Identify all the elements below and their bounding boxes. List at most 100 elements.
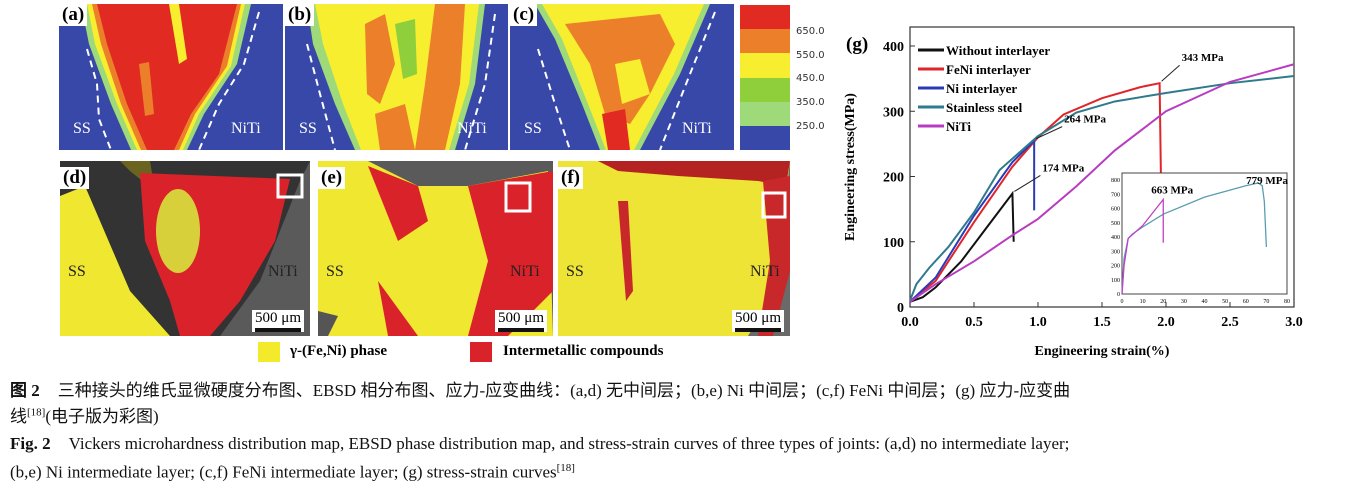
inset-y-tick-label: 0: [1117, 292, 1120, 298]
ss-label: SS: [326, 263, 344, 280]
scale-bar-label: 500 μm: [735, 310, 781, 326]
inset-y-tick-label: 100: [1111, 278, 1120, 284]
inset-x-tick-label: 10: [1140, 299, 1146, 305]
colorbar-band: [740, 77, 790, 102]
ebsd-map-d-image: [60, 161, 310, 336]
hardness-colorbar: [740, 5, 790, 151]
ebsd-map-f-image: [558, 161, 790, 336]
panel-label-b: (b): [285, 4, 315, 26]
inset-y-tick-label: 800: [1111, 178, 1120, 184]
inset-x-tick-label: 40: [1202, 299, 1208, 305]
inset-x-tick-label: 70: [1263, 299, 1269, 305]
x-tick-label: 1.5: [1093, 315, 1111, 330]
colorbar-tick: 550.0: [796, 50, 825, 61]
ss-label: SS: [68, 263, 86, 280]
phase-legend-swatch-gamma: [258, 342, 280, 362]
ebsd-map-e-image: [318, 161, 553, 336]
colorbar-tick: 650.0: [796, 26, 825, 37]
legend-entry: Ni interlayer: [946, 81, 1017, 96]
caption-reference: [18]: [27, 406, 46, 419]
scale-bar-label: 500 μm: [255, 310, 301, 326]
legend-entry: Without interlayer: [946, 43, 1050, 58]
annotation-label: 264 MPa: [1064, 114, 1106, 126]
caption-cn-line1: 图 2 三种接头的维氏显微硬度分布图、EBSD 相分布图、应力-应变曲线：(a,d…: [10, 376, 1070, 401]
panel-label-g: (g): [846, 34, 868, 55]
panel-label-f: (f): [558, 167, 583, 189]
phase-legend-gamma: γ-(Fe,Ni) phase: [290, 343, 388, 359]
inset-x-tick-label: 80: [1284, 299, 1290, 305]
y-tick-label: 300: [883, 105, 904, 120]
legend-entry: FeNi interlayer: [946, 62, 1031, 77]
colorbar-band: [740, 29, 790, 54]
caption-text: 三种接头的维氏显微硬度分布图、EBSD 相分布图、应力-应变曲线：(a,d) 无…: [57, 381, 1071, 400]
x-tick-label: 2.0: [1157, 315, 1175, 330]
annotation-arrow: [1161, 64, 1180, 82]
y-tick-label: 200: [883, 171, 904, 186]
scale-bar: 500 μm: [252, 310, 304, 332]
series-line-without-interlayer: [909, 190, 1015, 303]
scale-bar: 500 μm: [732, 310, 784, 332]
colorbar-band: [740, 101, 790, 126]
caption-en-line2: (b,e) Ni intermediate layer; (c,f) FeNi …: [10, 462, 575, 483]
hardness-map-b-image: [285, 4, 508, 151]
caption-cn-line2: 线[18](电子版为彩图): [10, 402, 159, 427]
niti-label: NiTi: [457, 120, 487, 137]
x-tick-label: 1.0: [1029, 315, 1047, 330]
y-axis-label: Engineering stress(MPa): [843, 93, 858, 241]
ss-label: SS: [566, 263, 584, 280]
caption-text: (b,e) Ni intermediate layer; (c,f) FeNi …: [10, 462, 557, 482]
inset-frame: [1121, 172, 1288, 295]
legend-entry: NiTi: [946, 119, 971, 134]
panel-label-d: (d): [60, 167, 90, 189]
legend-entry: Stainless steel: [946, 100, 1023, 115]
phase-legend-intermetallic: Intermetallic compounds: [503, 343, 664, 359]
scale-bar-label: 500 μm: [498, 310, 544, 326]
inset-x-tick-label: 50: [1222, 299, 1228, 305]
caption-reference: [18]: [556, 462, 575, 474]
series-line-ni-interlayer: [909, 138, 1036, 303]
panel-label-e: (e): [318, 167, 346, 189]
colorbar-tick: 450.0: [796, 73, 825, 84]
hardness-map-c-image: [510, 4, 734, 151]
ss-label: SS: [524, 120, 542, 137]
annotation-arrow: [1014, 175, 1041, 192]
y-tick-label: 400: [883, 40, 904, 55]
niti-label: NiTi: [231, 120, 261, 137]
inset-y-tick-label: 400: [1111, 235, 1120, 241]
colorbar-band: [740, 125, 790, 151]
caption-text: Vickers microhardness distribution map, …: [68, 434, 1070, 453]
niti-label: NiTi: [682, 120, 712, 137]
annotation-arrow: [1035, 126, 1063, 140]
series-line-niti: [909, 63, 1295, 303]
niti-label: NiTi: [510, 263, 540, 280]
annotation-label: 343 MPa: [1182, 52, 1224, 64]
inset-y-tick-label: 500: [1111, 221, 1120, 227]
x-tick-label: 0.0: [901, 315, 919, 330]
x-tick-label: 0.5: [965, 315, 983, 330]
inset-annotation-label: 779 MPa: [1246, 175, 1288, 187]
ebsd-map-d: (d) SS NiTi 500 μm: [60, 161, 310, 336]
panel-label-c: (c): [510, 4, 538, 26]
hardness-map-a: (a) SS NiTi: [59, 4, 283, 151]
x-tick-label: 2.5: [1221, 315, 1239, 330]
x-tick-label: 3.0: [1285, 315, 1303, 330]
colorbar-band: [740, 53, 790, 78]
y-tick-label: 0: [897, 301, 904, 316]
phase-legend-swatch-intermetallic: [470, 342, 492, 362]
hardness-map-c: (c) SS NiTi: [510, 4, 734, 151]
inset-y-tick-label: 200: [1111, 264, 1120, 270]
inset-y-tick-label: 600: [1111, 207, 1120, 213]
series-line-feni-interlayer: [909, 81, 1162, 303]
caption-text: (电子版为彩图): [45, 407, 159, 426]
ss-label: SS: [73, 120, 91, 137]
hardness-map-b: (b) SS NiTi: [285, 4, 508, 151]
inset-y-tick-label: 700: [1111, 192, 1120, 198]
ebsd-map-e: (e) SS NiTi 500 μm: [318, 161, 553, 336]
scale-bar: 500 μm: [495, 310, 547, 332]
annotation-label: 174 MPa: [1042, 162, 1084, 174]
inset-annotation-label: 663 MPa: [1151, 185, 1193, 197]
x-axis-label: Engineering strain(%): [1035, 344, 1170, 359]
panel-label-a: (a): [59, 4, 88, 26]
inset-x-tick-label: 0: [1121, 299, 1124, 305]
